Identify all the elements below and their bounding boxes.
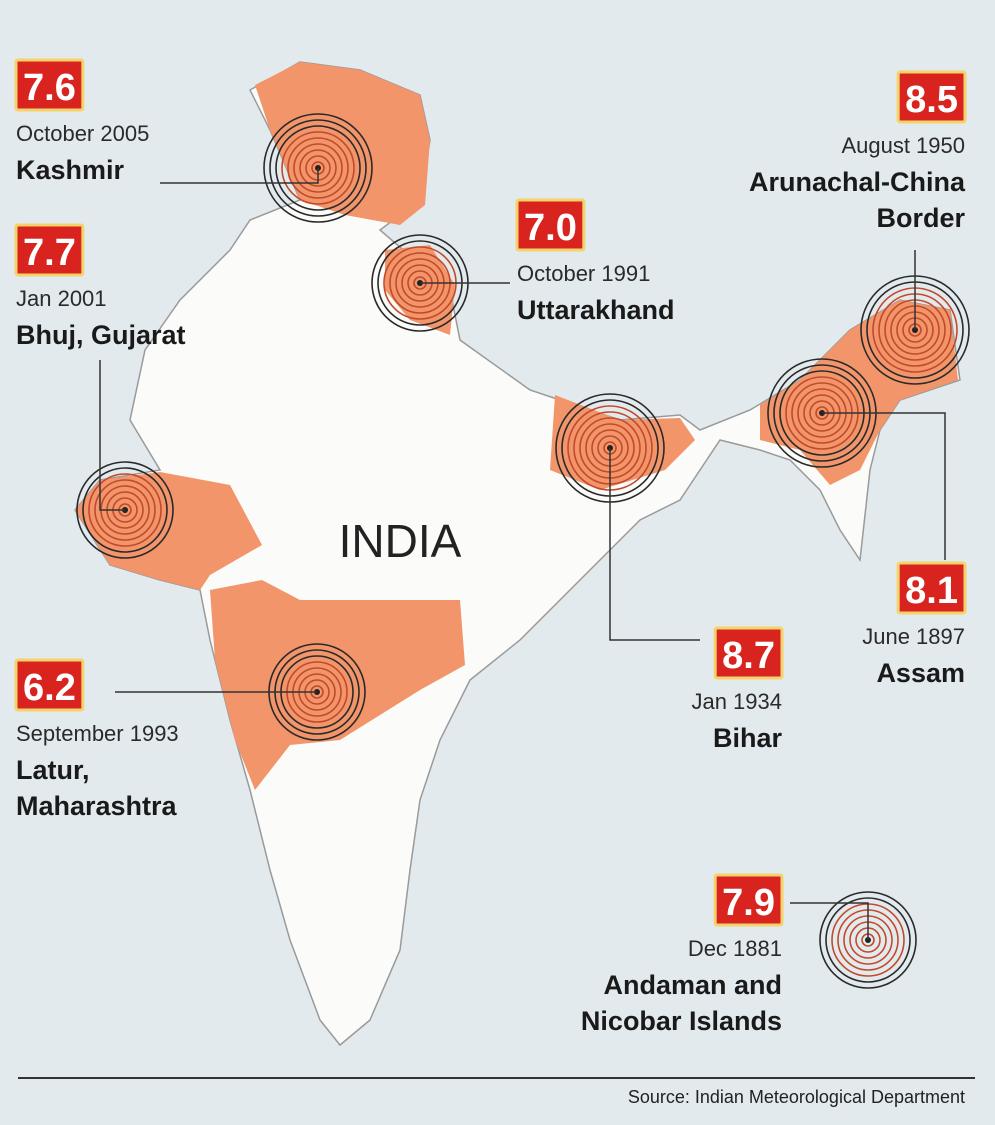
magnitude: 7.9 [722,882,775,924]
magnitude-box [713,873,784,927]
quake-place: Uttarakhand [517,295,675,325]
magnitude: 6.2 [23,667,76,709]
magnitude-box [896,70,967,124]
ripple-ring [275,125,361,211]
ripple-ring [94,479,156,541]
magnitude-box [515,198,586,252]
leader-line [160,168,319,184]
ripple-ring [82,467,168,553]
quake-date: Dec 1881 [688,936,782,961]
ripple-ring [281,131,355,205]
quake-place: Assam [876,658,965,688]
quake-date: Jan 2001 [16,286,107,311]
leader-lines [99,168,946,940]
earthquake-ripple [263,113,373,223]
quake-date: October 2005 [16,121,149,146]
quake-date: September 1993 [16,721,179,746]
quake-place: Bihar [713,723,783,753]
ripple-ring [819,891,917,989]
magnitude-box [713,626,784,680]
magnitude: 8.7 [722,635,775,677]
quake-place: Bhuj, Gujarat [16,320,186,350]
magnitude-box [14,58,85,112]
magnitude-box [896,561,967,615]
ripple-ring [293,143,343,193]
magnitude: 7.7 [23,232,76,274]
magnitude-box [14,658,85,712]
ripple-ring [825,897,911,983]
magnitude: 7.6 [23,67,76,109]
magnitude: 8.1 [905,570,958,612]
source-note: Source: Indian Meteorological Department [628,1087,965,1107]
ripple-ring [263,113,373,223]
quake-date: June 1897 [862,624,965,649]
quake-date: August 1950 [841,133,965,158]
quake-date: Jan 1934 [691,689,782,714]
quake-place: Arunachal-China [749,167,966,197]
leader-line [609,448,700,641]
map-label: INDIA [339,515,462,567]
ripple-ring [299,149,337,187]
quake-place: Maharashtra [16,791,178,821]
maharashtra-region [210,580,465,790]
quake-place: Latur, [16,755,90,785]
quake-place: Border [876,203,965,233]
ripple-ring [287,137,349,199]
ripple-ring [88,473,162,547]
magnitude: 7.0 [524,207,577,249]
leader-line [790,902,869,940]
ripple-ring [269,119,367,217]
quake-place: Kashmir [16,155,125,185]
kashmir-region [255,62,430,225]
leader-line [99,360,125,511]
leader-line [822,412,946,560]
quake-place: Andaman and [603,970,782,1000]
magnitude-box [14,223,85,277]
ripple-ring [76,461,174,559]
quake-place: Nicobar Islands [581,1006,782,1036]
magnitude: 8.5 [905,79,958,121]
quake-date: October 1991 [517,261,650,286]
